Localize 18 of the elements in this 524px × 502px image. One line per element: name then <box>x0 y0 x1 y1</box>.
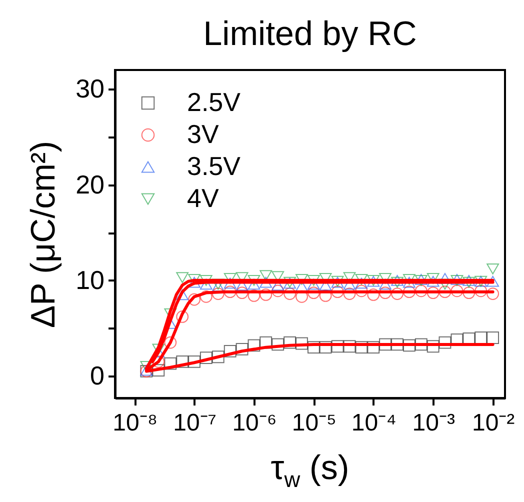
x-tick-label: 10⁻⁸ <box>112 410 158 436</box>
x-tick-label: 10⁻³ <box>412 410 455 436</box>
y-tick-label: 0 <box>90 360 104 391</box>
y-axis-title: ΔP (μC/cm²) <box>24 140 63 328</box>
legend-label: 3V <box>187 119 220 149</box>
legend-label: 4V <box>187 183 220 213</box>
x-tick-label: 10⁻⁷ <box>173 410 216 436</box>
y-tick-label: 10 <box>76 264 104 295</box>
x-tick-label: 10⁻⁴ <box>351 410 396 436</box>
y-tick-label: 30 <box>76 74 104 104</box>
legend-label: 2.5V <box>187 87 242 117</box>
y-tick-label: 20 <box>76 169 104 200</box>
chart-title: Limited by RC <box>203 15 417 53</box>
x-axis-title: τ$_{w}$ (s) <box>270 448 350 494</box>
x-tick-label: 10⁻⁵ <box>292 410 337 436</box>
x-tick-label: 10⁻⁶ <box>232 410 277 436</box>
x-tick-label: 10⁻² <box>472 410 515 436</box>
legend-label: 3.5V <box>187 151 242 181</box>
